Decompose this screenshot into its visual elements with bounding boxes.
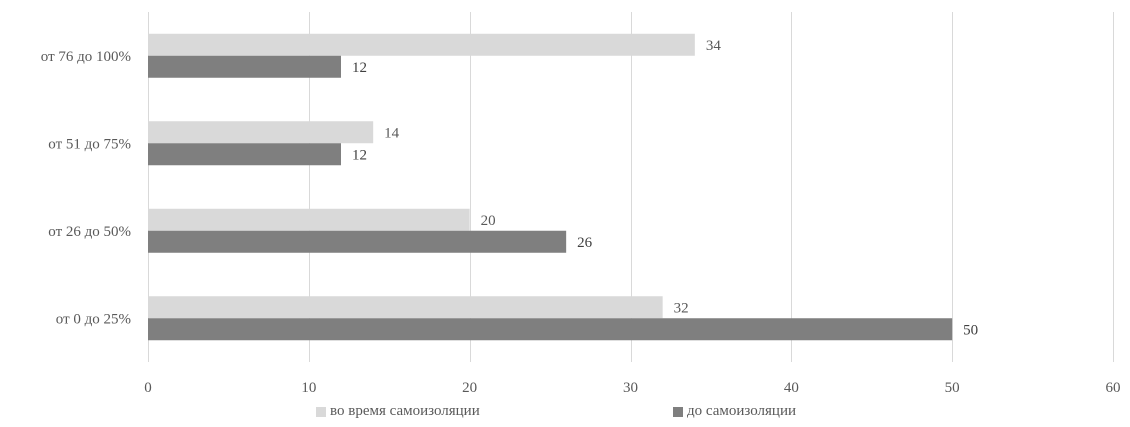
bar <box>148 121 374 144</box>
legend-swatch-during <box>316 406 326 417</box>
bar <box>148 296 663 319</box>
legend-item-during: во время самоизоляции <box>316 403 480 420</box>
x-tick-label: 10 <box>301 380 316 396</box>
legend-label-during: во время самоизоляции <box>330 403 480 419</box>
x-tick-label: 50 <box>945 380 960 396</box>
data-label: 50 <box>963 322 978 338</box>
bar <box>148 55 341 78</box>
data-label: 12 <box>352 60 367 76</box>
x-tick-labels: 0 10 20 30 40 50 60 <box>144 380 1120 396</box>
category-labels: от 0 до 25% от 26 до 50% от 51 до 75% от 76… <box>41 49 131 328</box>
data-label: 20 <box>481 213 496 229</box>
category-label: от 76 до 100% <box>41 49 131 65</box>
legend: во время самоизоляции до самоизоляции <box>0 403 1130 427</box>
bar <box>148 208 470 231</box>
data-label: 14 <box>384 125 400 141</box>
data-label: 32 <box>674 300 689 316</box>
x-tick-label: 0 <box>144 380 152 396</box>
bars <box>148 33 953 341</box>
category-label: от 0 до 25% <box>56 311 131 327</box>
category-label: от 26 до 50% <box>48 224 131 240</box>
bar <box>148 318 953 341</box>
x-tick-label: 60 <box>1106 380 1121 396</box>
legend-swatch-before <box>673 406 683 417</box>
data-label: 12 <box>352 147 367 163</box>
x-tick-label: 40 <box>784 380 799 396</box>
bar <box>148 230 567 253</box>
bar <box>148 33 695 56</box>
data-label: 34 <box>706 38 722 54</box>
category-label: от 51 до 75% <box>48 136 131 152</box>
legend-label-before: до самоизоляции <box>687 403 797 419</box>
legend-item-before: до самоизоляции <box>673 403 796 420</box>
x-tick-label: 30 <box>623 380 638 396</box>
data-labels: 32 50 20 26 14 12 34 12 <box>352 38 978 339</box>
x-tick-label: 20 <box>462 380 477 396</box>
data-label: 26 <box>577 235 593 251</box>
bar <box>148 143 341 166</box>
